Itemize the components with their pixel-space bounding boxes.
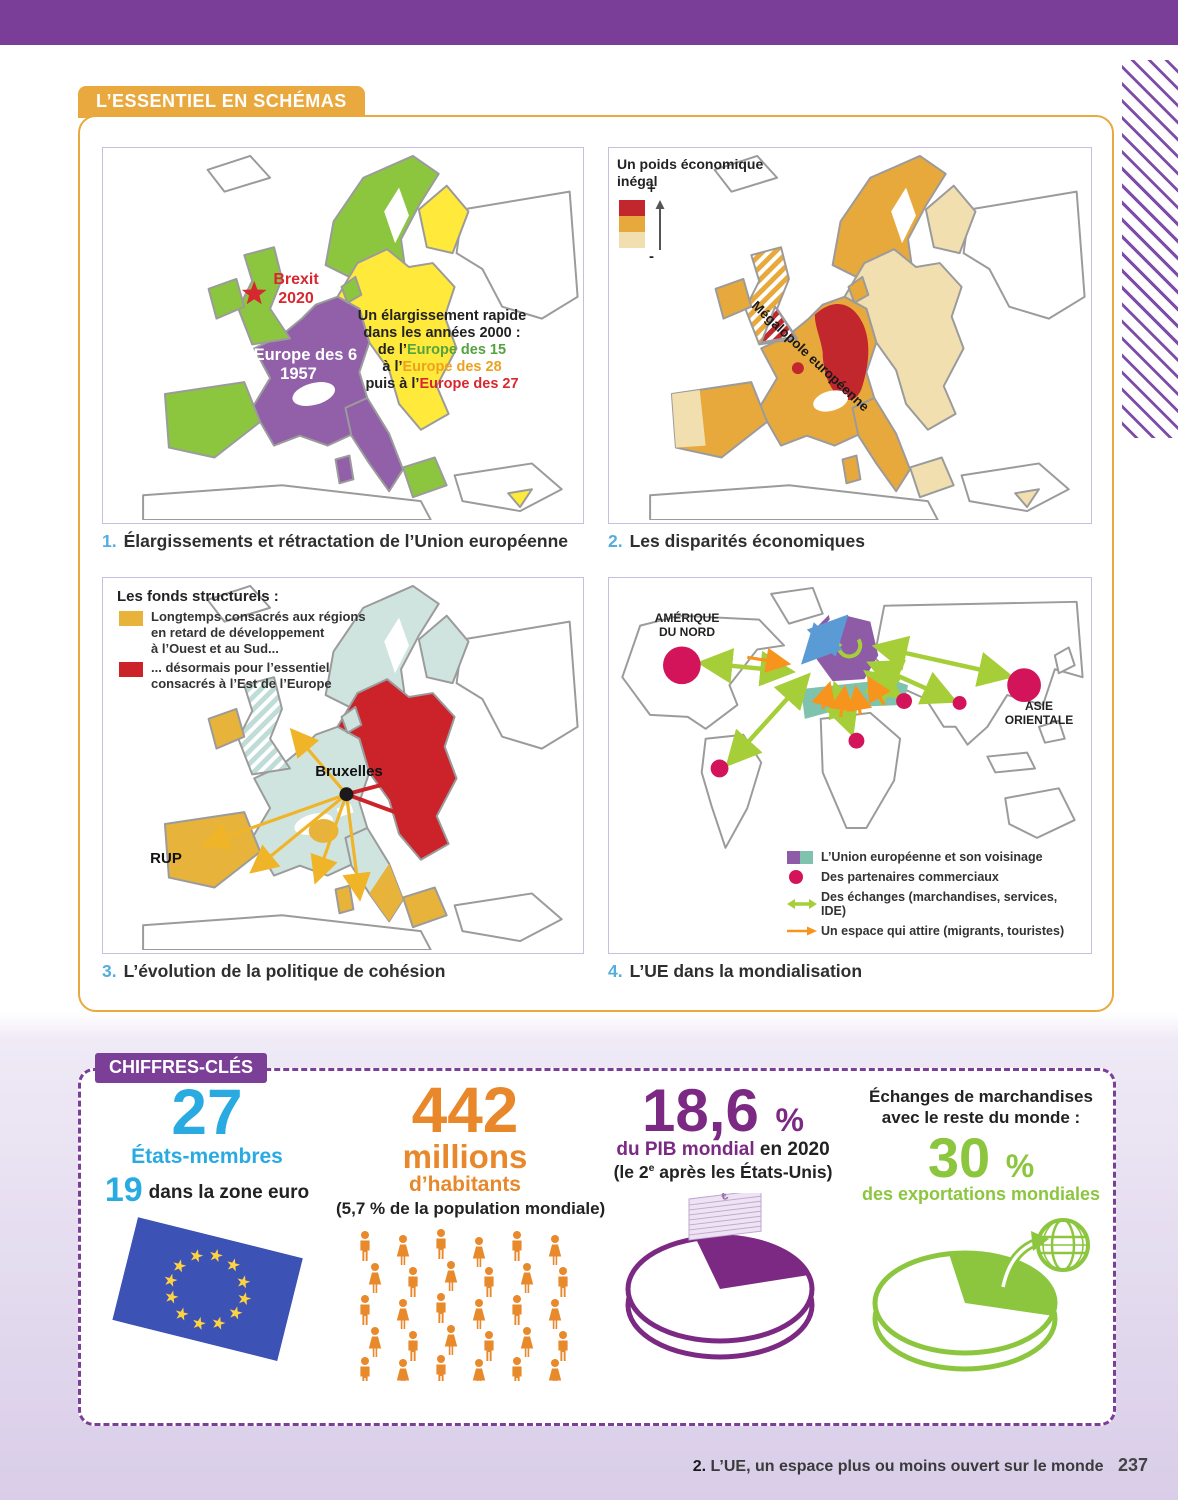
svg-text:★: ★ [233,1271,253,1294]
euro-notes-icon: € [688,1187,762,1241]
map3-caption: 3. L’évolution de la politique de cohésio… [102,961,446,981]
stat-gdp: 18,6 % du PIB mondial en 2020 (le 2e apr… [594,1077,852,1386]
ramp-plus: + [647,180,656,197]
structural-funds-arrows-west [200,727,371,902]
brexit-label: Brexit 2020 [273,271,319,307]
eu-neighbourhood-band [800,679,909,719]
partner-dot-legend-icon [787,870,821,884]
gdp-pie-pictogram: € [625,1187,815,1360]
map-panel-disparities: Un poids économique inégal + - Mégalopole… [608,147,1092,524]
svg-text:★: ★ [186,1245,206,1268]
corner-stripes-decoration [1122,60,1178,438]
legend-label: Des partenaires commerciaux [821,870,999,884]
megalopolis-band [814,304,869,401]
map-panel-enlargements: Brexit 2020 L’Europe des 6 1957 Un élargis… [102,147,584,524]
east-asia-label: ASIE ORIENTALE [1004,699,1074,727]
svg-text:★: ★ [189,1312,209,1335]
enlargement-annotation: Un élargissement rapide dans les années … [357,308,527,393]
svg-text:★: ★ [206,1244,226,1267]
legend-label: Un espace qui attire (migrants, touriste… [821,924,1065,938]
svg-text:★: ★ [162,1286,182,1309]
svg-text:★: ★ [226,1302,246,1325]
bruxelles-dot [339,787,354,802]
trade-partner-dots [662,646,1041,778]
eu-neighbourhood-legend-icon [787,850,821,864]
attraction-arrows [747,647,891,718]
top-accent-bar [0,0,1178,45]
svg-text:★: ★ [169,1255,189,1278]
exports-number: 30 % [927,1125,1035,1189]
map2-caption: 2. Les disparités économiques [608,531,865,551]
globalisation-legend: L’Union européenne et son voisinage Des … [787,850,1085,944]
globe-icon [1036,1217,1090,1272]
map4-world-svg [621,586,1084,849]
svg-text:★: ★ [161,1269,181,1292]
brexit-star-icon [241,280,267,305]
schemas-section-tab: L’ESSENTIEL EN SCHÉMAS [78,86,365,118]
gdp-number: 18,6 % [642,1077,804,1144]
population-number: 442 [411,1074,519,1146]
map-panel-globalisation: AMÉRIQUE DU NORD ASIE ORIENTALE L’Union eu… [608,577,1092,954]
gold-swatch [119,611,143,626]
svg-text:★: ★ [209,1312,229,1335]
member-states-number: 27 [171,1076,243,1148]
population-pictogram [360,1228,568,1389]
rup-label: RUP [150,850,182,867]
legend-item-west: Longtemps consacrés aux régions en retar… [151,609,366,656]
eu-flag-pictogram: ★ ★ ★ ★ ★ ★ ★ ★ ★ ★ ★ ★ [111,1216,303,1366]
stat-exports: Échanges de marchandises avec le reste du… [852,1082,1110,1386]
economic-weight-legend-title: Un poids économique inégal [617,156,764,189]
north-america-label: AMÉRIQUE DU NORD [654,611,720,639]
structural-funds-legend-title: Les fonds structurels : [117,588,279,605]
page-number: 237 [1117,1455,1148,1475]
red-swatch [119,662,143,677]
ramp-minus: - [649,248,654,265]
map-panel-cohesion: Les fonds structurels : Longtemps consac… [102,577,584,954]
map1-caption: 1. Élargissements et rétractation de l’Un… [102,531,569,551]
map3-europe-svg [142,584,579,950]
structural-funds-arrows-east [345,762,441,834]
stat-member-states: 27 États-membres 19 dans la zone euro ★ ★ ★… [78,1076,336,1386]
legend-label: Des échanges (marchandises, services, ID… [821,890,1058,918]
bruxelles-label: Bruxelles [315,763,383,780]
svg-text:★: ★ [172,1303,192,1326]
svg-text:★: ★ [234,1287,254,1310]
attraction-arrow-legend-icon [787,926,821,936]
schemas-panel: Brexit 2020 L’Europe des 6 1957 Un élargis… [78,115,1114,1012]
map1-europe-svg [142,154,579,520]
ramp-arrow-icon [655,200,665,250]
page-footer: 2. L’UE, un espace plus ou moins ouvert … [692,1455,1148,1475]
exports-title: Échanges de marchandises avec le reste du… [869,1087,1093,1128]
key-figures-tag: CHIFFRES-CLÉS [95,1053,267,1083]
svg-text:★: ★ [223,1254,243,1277]
export-arrow-icon [998,1230,1049,1288]
europe-des-6-label: L’Europe des 6 1957 [239,346,358,384]
legend-label: L’Union européenne et son voisinage [821,850,1043,864]
exchange-arrow-legend-icon [787,898,821,910]
transatlantic-blue-arrow [801,614,849,665]
svg-text:€: € [721,1193,729,1203]
map2-europe-svg [649,154,1086,520]
exports-pie-pictogram [872,1217,1090,1372]
map4-caption: 4. L’UE dans la mondialisation [608,961,863,981]
color-ramp-legend [619,200,645,248]
stat-population: 442 millions d’habitants (5,7 % de la po… [336,1074,605,1389]
legend-item-east: ... désormais pour l’essentiel consacrés… [151,660,332,691]
